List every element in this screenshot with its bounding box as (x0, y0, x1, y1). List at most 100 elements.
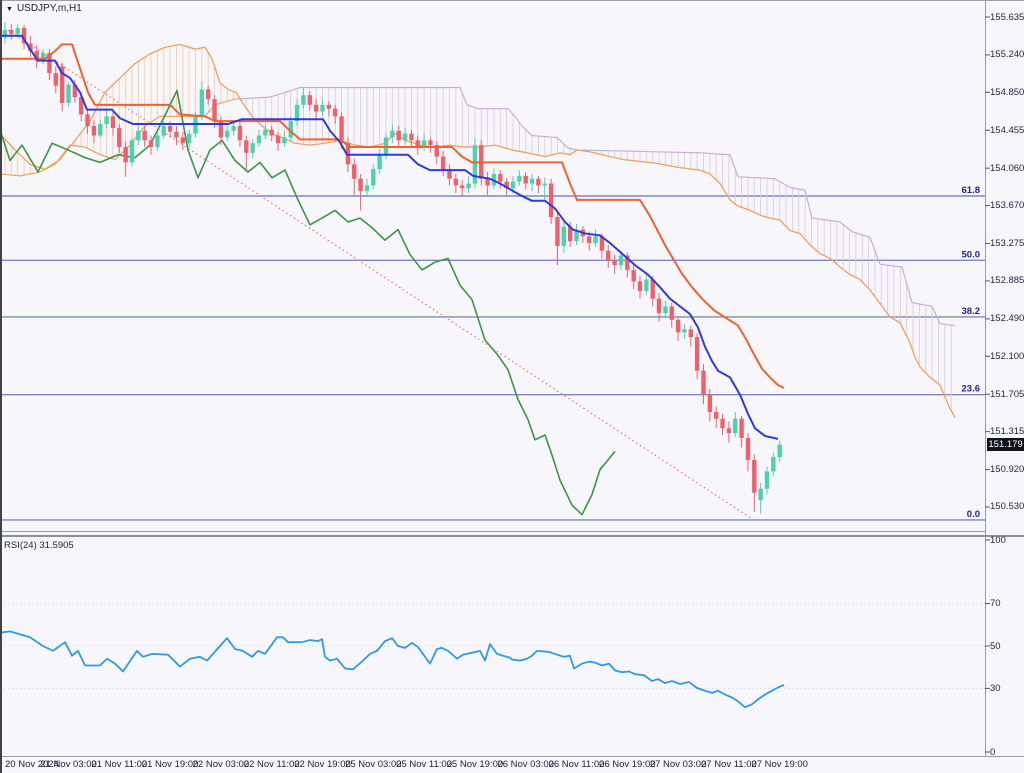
candle (250, 143, 255, 153)
candle (358, 178, 363, 192)
price-axis-label: 151.705 (990, 388, 1024, 400)
candle (421, 140, 427, 148)
candle (517, 175, 522, 182)
candle (186, 133, 192, 144)
candle (460, 185, 465, 189)
price-axis-label: 154.455 (990, 124, 1024, 136)
candle (523, 175, 528, 184)
candle (733, 418, 738, 434)
time-axis-label: 21 Nov 11:00 (91, 759, 148, 770)
price-axis-label: 152.885 (990, 275, 1024, 287)
candle (282, 137, 287, 144)
time-axis-label: 26 Nov 03:00 (497, 759, 554, 770)
panel-frame (0, 0, 1024, 757)
candle (472, 145, 478, 184)
candle (593, 236, 598, 244)
candle (771, 457, 776, 472)
candle (745, 437, 751, 460)
time-axis-label: 22 Nov 03:00 (192, 759, 250, 770)
fibonacci-levels: 61.8 50.0 38.2 23.6 0.0 (0, 185, 985, 521)
candle (2, 29, 8, 38)
time-axis-label: 20 Nov 2024 (5, 759, 59, 770)
candle (104, 116, 109, 125)
candle (396, 130, 401, 141)
candle (136, 130, 141, 141)
candle (371, 169, 376, 186)
candle (206, 89, 211, 100)
rsi-axis-label: 0 (990, 746, 996, 758)
candle (275, 135, 281, 144)
candle (117, 127, 122, 148)
candle (313, 104, 319, 112)
symbol-dropdown-icon[interactable]: ▼ (6, 6, 13, 13)
candle (485, 178, 490, 186)
price-axis-label: 150.920 (990, 464, 1024, 476)
candle (606, 250, 611, 261)
candle (161, 125, 166, 136)
price-axis-label: 155.240 (990, 49, 1024, 61)
rsi-axis-label: 50 (990, 640, 1001, 652)
price-axis-label: 152.100 (990, 350, 1024, 362)
price-axis-label: 153.275 (990, 238, 1024, 250)
candle (637, 281, 643, 292)
candle (447, 169, 452, 179)
candle (409, 133, 414, 141)
price-axis-label: 152.490 (990, 313, 1024, 325)
candle (47, 52, 52, 74)
candle (453, 178, 459, 186)
candle (256, 135, 262, 144)
candle (631, 269, 636, 282)
time-axis-label: 22 Nov 19:00 (294, 759, 351, 770)
candle (536, 178, 541, 186)
candle (142, 130, 147, 141)
time-axis-label: 21 Nov 03:00 (40, 759, 97, 770)
rsi-plot (0, 603, 985, 709)
candle (377, 154, 382, 170)
candle (167, 125, 173, 132)
rsi-axis-label: 70 (990, 598, 1001, 610)
time-axis-label: 21 Nov 19:00 (141, 759, 199, 770)
candle (682, 329, 687, 333)
price-axis-label: 151.315 (990, 426, 1024, 438)
last-price-badge: 151.179 (987, 438, 1024, 452)
candle (339, 116, 344, 144)
candle (777, 444, 782, 458)
fib-level-label: 61.8 (962, 185, 981, 196)
candle (85, 114, 90, 126)
candle (91, 125, 97, 136)
time-axis-label: 25 Nov 03:00 (345, 759, 402, 770)
candle (21, 28, 27, 44)
chikou-line (0, 89, 616, 516)
time-axis-label: 27 Nov 03:00 (649, 759, 707, 770)
ichimoku-cloud (0, 43, 956, 419)
candle (110, 116, 116, 128)
candle (567, 226, 573, 242)
candle (212, 99, 217, 122)
candle (542, 183, 547, 186)
candle (466, 183, 471, 189)
candle (720, 418, 725, 429)
chart-title[interactable]: ▼ USDJPY,m,H1 (6, 3, 82, 14)
trendline (7, 29, 754, 520)
rsi-line (1, 630, 785, 709)
candle (726, 428, 732, 434)
tenkan-line (0, 34, 779, 440)
candle (294, 104, 300, 122)
candle (561, 226, 566, 246)
candle (307, 95, 312, 105)
candle (40, 52, 46, 61)
candle (752, 459, 757, 493)
candle (587, 236, 592, 244)
rsi-indicator-label: RSI(24) 31.5905 (4, 540, 74, 551)
time-axis-label: 27 Nov 19:00 (751, 759, 808, 770)
candle (9, 29, 14, 34)
candle (28, 43, 33, 52)
candle (59, 66, 65, 103)
candle (98, 124, 103, 136)
time-axis-label: 27 Nov 11:00 (700, 759, 757, 770)
candle (180, 137, 185, 144)
candle (714, 411, 719, 419)
candle (669, 306, 674, 320)
